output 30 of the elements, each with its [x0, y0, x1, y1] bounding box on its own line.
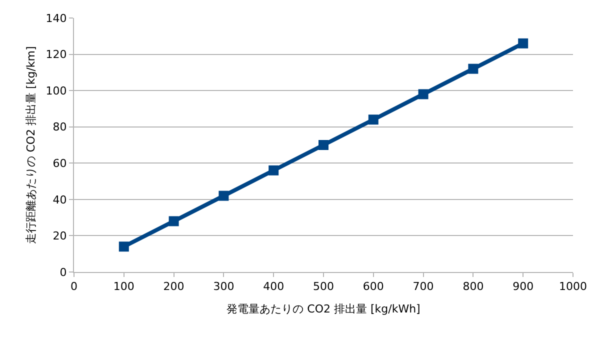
y-tick-label: 40 [52, 193, 67, 206]
point [318, 140, 328, 150]
point [268, 165, 279, 176]
y-tick-label: 20 [52, 230, 67, 243]
y-tick-label: 120 [46, 48, 67, 62]
point [518, 38, 528, 48]
y-axis-title: 走行距離あたりの CO2 排出量 [kg/km] [24, 46, 38, 244]
x-tick-label: 1000 [559, 280, 587, 294]
point [118, 242, 129, 252]
x-tick-label: 700 [412, 280, 434, 294]
y-tick-label: 100 [46, 84, 67, 98]
y-tick-label: 80 [52, 120, 67, 134]
x-tick-label: 300 [213, 280, 234, 294]
x-tick-label: 500 [313, 280, 334, 294]
x-tick-label: 200 [163, 280, 184, 294]
y-tick-label: 0 [60, 266, 67, 279]
x-tick-label: 900 [512, 280, 534, 294]
x-tick-label: 0 [70, 280, 78, 294]
x-tick-label: 800 [462, 280, 484, 294]
x-tick-label: 400 [263, 280, 284, 294]
x-tick-label: 600 [362, 280, 384, 294]
y-tick-label: 140 [46, 12, 67, 25]
point [468, 64, 478, 74]
point [418, 89, 428, 100]
point [368, 114, 378, 125]
y-tick-label: 60 [52, 156, 67, 170]
x-axis-title: 発電量あたりの CO2 排出量 [kg/kWh] [226, 302, 420, 316]
x-tick-label: 100 [113, 280, 134, 294]
point [168, 216, 179, 226]
point [218, 190, 229, 201]
